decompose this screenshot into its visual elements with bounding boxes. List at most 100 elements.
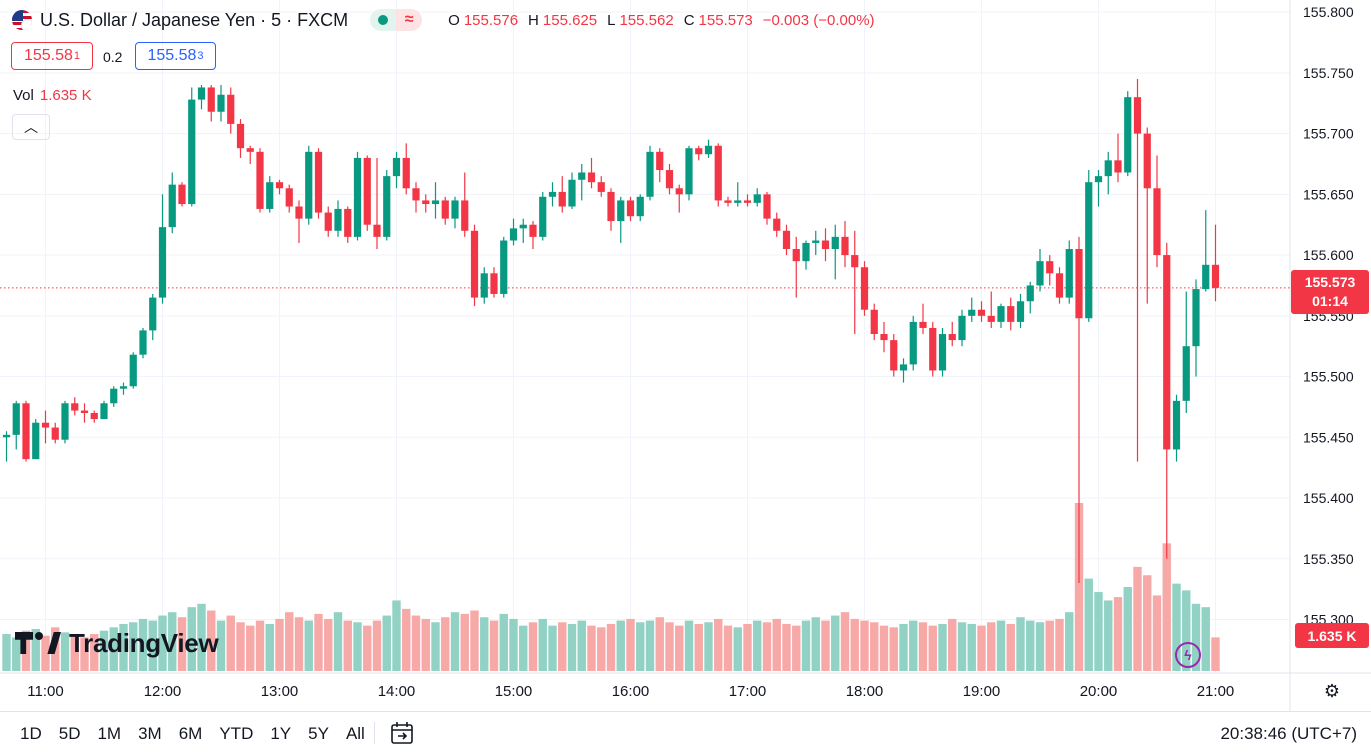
volume-bar	[1055, 618, 1064, 671]
volume-bar	[899, 623, 908, 671]
volume-bar	[821, 620, 830, 671]
candle-up	[1182, 346, 1190, 401]
candle-down	[675, 188, 683, 195]
candle-up	[548, 191, 557, 197]
range-1d-button[interactable]: 1D	[20, 724, 42, 743]
sell-button[interactable]: 155.58 1	[11, 42, 93, 70]
range-all-button[interactable]: All	[345, 724, 365, 743]
candle-down	[285, 188, 293, 207]
go-to-date-calendar-icon[interactable]	[390, 721, 416, 745]
volume-bar	[977, 625, 986, 671]
candle-down	[1163, 255, 1171, 450]
spread-value: 0.2	[103, 49, 123, 65]
volume-bar	[421, 618, 430, 671]
volume-bar	[70, 635, 79, 671]
volume-bar	[996, 620, 1006, 671]
chart-settings-gear-icon[interactable]: ⚙	[1323, 680, 1341, 701]
candle-down	[402, 157, 410, 189]
candle-up	[519, 224, 527, 229]
candle-down	[607, 191, 615, 222]
candle-down	[51, 427, 59, 440]
candle-up	[100, 403, 108, 420]
candle-down	[441, 200, 449, 219]
range-6m-button[interactable]: 6M	[178, 724, 203, 743]
candle-up	[734, 200, 742, 203]
candle-down	[529, 224, 537, 237]
volume-bar	[1191, 603, 1201, 671]
volume-bar	[333, 612, 343, 671]
chart-legend-header: U.S. Dollar / Japanese Yen · 5 · FXCM ≈ …	[12, 6, 875, 34]
candle-up	[704, 145, 713, 155]
candle-up	[753, 194, 761, 203]
volume-bar	[12, 637, 21, 671]
candle-up	[353, 157, 362, 237]
candle-up	[1085, 182, 1093, 319]
candle-down	[743, 200, 752, 203]
candle-up	[802, 242, 810, 262]
volume-bar	[870, 622, 879, 671]
volume-bar	[216, 620, 226, 671]
volume-bar	[704, 622, 713, 671]
x-tick-label: 14:00	[378, 683, 416, 700]
volume-bar	[665, 622, 674, 671]
volume-bar	[470, 610, 479, 671]
volume-bar	[411, 615, 421, 671]
candle-up	[32, 422, 40, 460]
volume-legend[interactable]: Vol 1.635 K	[13, 87, 92, 104]
candle-up	[958, 315, 966, 341]
range-1m-button[interactable]: 1M	[97, 724, 122, 743]
x-tick-label: 17:00	[729, 683, 767, 700]
candle-down	[880, 334, 888, 341]
candle-up	[168, 184, 176, 228]
market-status-pill[interactable]: ≈	[370, 9, 423, 31]
volume-bar	[1162, 543, 1171, 671]
bottom-toolbar: 1D 5D 1M 3M 6M YTD 1Y 5Y All 20:38:46 (U…	[0, 711, 1371, 752]
volume-bar	[1045, 620, 1054, 671]
candle-down	[363, 157, 371, 225]
symbol-title[interactable]: U.S. Dollar / Japanese Yen · 5 · FXCM	[40, 9, 349, 30]
candle-up	[110, 388, 118, 404]
range-ytd-button[interactable]: YTD	[219, 724, 254, 743]
candle-down	[470, 230, 479, 298]
volume-bar	[1094, 592, 1103, 671]
range-3m-button[interactable]: 3M	[138, 724, 162, 743]
volume-bar	[538, 618, 547, 671]
range-1y-button[interactable]: 1Y	[270, 724, 292, 743]
volume-bar	[1065, 612, 1074, 671]
buy-button[interactable]: 155.58 3	[135, 42, 216, 70]
x-tick-label: 13:00	[261, 683, 299, 700]
volume-bar	[480, 617, 489, 671]
volume-bar	[509, 618, 518, 671]
tradingview-logo[interactable]: TradingView	[15, 628, 219, 658]
volume-bar	[1133, 566, 1142, 671]
candle-up	[636, 196, 644, 217]
volume-bar	[636, 622, 645, 671]
candle-down	[870, 309, 878, 335]
candle-down	[597, 182, 605, 192]
clock-timezone[interactable]: 20:38:46 (UTC+7)	[1220, 724, 1357, 743]
lightning-icon[interactable]: ϟ	[1175, 642, 1201, 668]
candle-down	[841, 236, 849, 256]
range-5y-button[interactable]: 5Y	[308, 724, 329, 743]
volume-bar	[314, 613, 323, 671]
low-value: 155.562	[619, 11, 674, 29]
volume-bar	[850, 618, 859, 671]
change-value: −0.003 (−0.00%)	[762, 11, 875, 29]
candle-down	[490, 273, 498, 294]
candle-up	[158, 227, 167, 298]
volume-bar	[168, 612, 177, 671]
volume-bar	[285, 612, 294, 671]
volume-bar	[616, 620, 625, 671]
volume-bar	[460, 613, 469, 671]
candle-down	[207, 87, 215, 112]
candle-up	[149, 297, 157, 331]
collapse-legend-button[interactable]: ︿	[12, 114, 50, 140]
x-tick-label: 19:00	[963, 683, 1001, 700]
candle-down	[1007, 306, 1015, 322]
range-5d-button[interactable]: 5D	[58, 724, 81, 743]
candle-up	[451, 200, 459, 219]
x-tick-label: 20:00	[1080, 683, 1118, 700]
volume-bar	[567, 623, 577, 671]
volume-label: Vol	[13, 87, 34, 104]
